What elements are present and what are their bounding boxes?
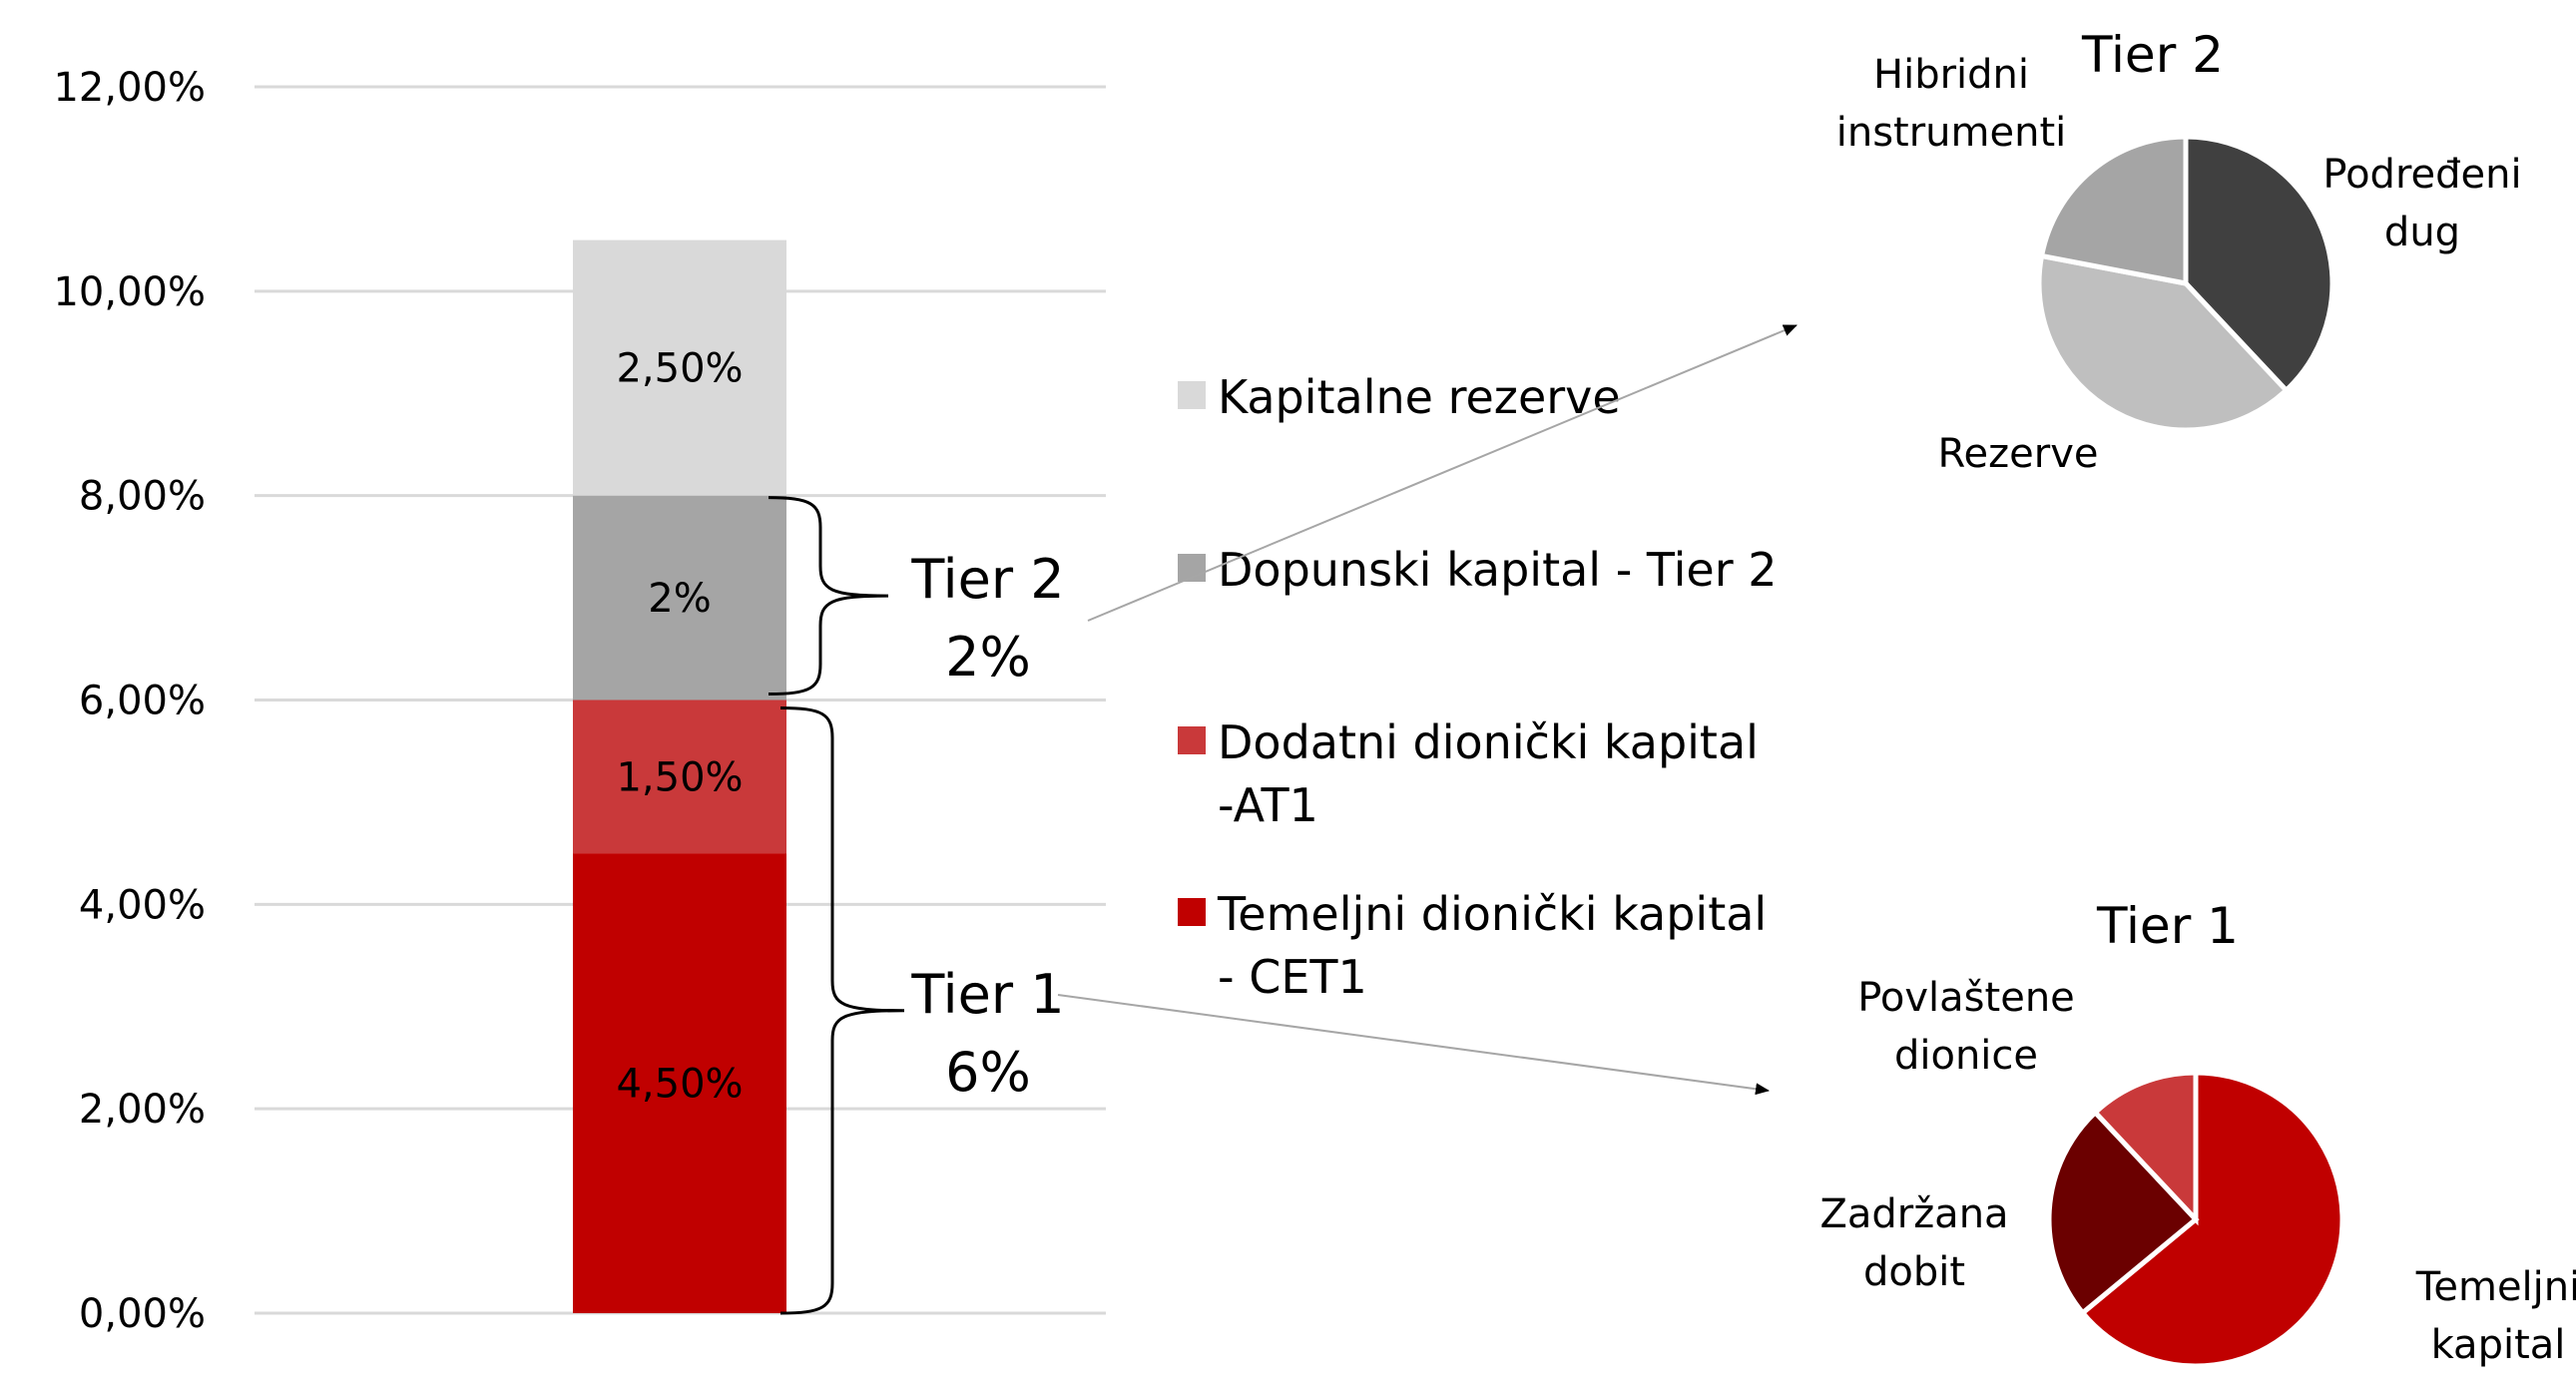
pie-slice-label: dionice — [1894, 1033, 2038, 1079]
legend-label: Dopunski kapital - Tier 2 — [1218, 543, 1778, 597]
legend-label: Dodatni dionički kapital — [1218, 715, 1759, 769]
bracket-sublabel: 6% — [945, 1041, 1031, 1104]
bar-segment-temeljni-dionicki-kapital-cet1 — [573, 853, 786, 1313]
pie-slice-zadrzana-dobit — [2046, 1109, 2200, 1317]
stacked-bar: 4,50% 1,50% 2% 2,50% — [573, 239, 786, 1313]
pie-slice-label: kapital — [2431, 1322, 2566, 1368]
pie-slice-povlastene-dionice — [2091, 1070, 2199, 1226]
pie-slice-label: dobit — [1863, 1249, 1965, 1295]
bracket-sublabel: 2% — [945, 626, 1031, 689]
legend: Kapitalne rezerve Dopunski kapital - Tier… — [1178, 370, 1778, 1004]
bar-data-label: 1,50% — [616, 754, 743, 800]
y-tick-label: 2,00% — [79, 1087, 206, 1133]
y-tick-label: 12,00% — [53, 65, 206, 111]
legend-label: Kapitalne rezerve — [1218, 370, 1621, 424]
bar-segment-kapitalne-rezerve — [573, 239, 786, 496]
bar-data-label: 2% — [648, 576, 711, 622]
y-axis: 0,00% 2,00% 4,00% 6,00% 8,00% 10,00% 12,00% — [53, 65, 206, 1337]
pie-slice-label: dug — [2384, 210, 2460, 255]
pie-slice-label: Zadržana — [1819, 1191, 2008, 1237]
pie-slice-temeljni-kapital — [2079, 1070, 2345, 1369]
bracket-tier-1 — [779, 706, 905, 1315]
connector-arrows — [1057, 324, 1798, 1096]
bracket-label: Tier 1 — [910, 963, 1064, 1026]
y-tick-label: 8,00% — [79, 474, 206, 520]
legend-swatch — [1178, 726, 1206, 754]
pie-slice-hibridni-instrumenti — [2038, 134, 2189, 287]
bar-segment-dodatni-dionicki-kapital-at1 — [573, 699, 786, 854]
y-tick-label: 0,00% — [79, 1291, 206, 1337]
bar-data-label: 4,50% — [616, 1062, 743, 1108]
legend-label: -AT1 — [1218, 778, 1318, 832]
pie-slice-label: Povlaštene — [1857, 975, 2075, 1021]
pie-slice-label: Rezerve — [1938, 431, 2099, 477]
legend-swatch — [1178, 898, 1206, 926]
pie-slice-label: Temeljni — [2415, 1264, 2576, 1310]
bracket-label: Tier 2 — [910, 548, 1064, 611]
pie-slice-label: Podređeni — [2322, 152, 2521, 198]
pie-slice-rezerve — [2036, 252, 2291, 433]
arrow-to-tier2-pie — [1087, 324, 1798, 622]
tier-brackets: Tier 2 2% Tier 1 6% — [768, 496, 1065, 1315]
pie-title: Tier 1 — [2096, 897, 2239, 955]
pie-chart-tier2: Tier 2 Podređeni dug Rezerve Hibridni instrum… — [1836, 26, 2522, 477]
legend-label: Temeljni dionički kapital — [1217, 887, 1767, 941]
legend-label: - CET1 — [1218, 950, 1367, 1004]
pie-slice-podre-eni-dug — [2183, 134, 2335, 394]
y-tick-label: 4,00% — [79, 882, 206, 928]
bar-data-label: 2,50% — [616, 346, 743, 392]
arrow-to-tier1-pie — [1057, 994, 1770, 1096]
pie-chart-tier1: Tier 1 Temeljni kapital Zadržana dobit Povlaš… — [1819, 897, 2576, 1369]
y-tick-label: 10,00% — [53, 269, 206, 315]
pie-title: Tier 2 — [2081, 26, 2224, 84]
bracket-tier-2 — [768, 496, 889, 696]
bar-segment-dopunski-kapital-tier-2 — [573, 495, 786, 700]
legend-swatch — [1178, 381, 1206, 409]
y-tick-label: 6,00% — [79, 679, 206, 724]
pie-slice-label: Hibridni — [1873, 52, 2029, 98]
pie-slice-label: instrumenti — [1836, 110, 2067, 156]
